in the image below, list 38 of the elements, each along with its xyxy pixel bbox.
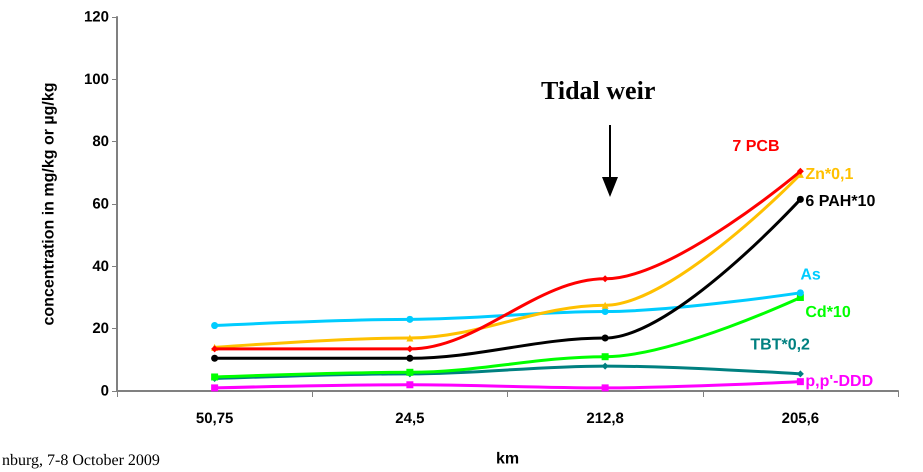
y-tick-label: 0 [100, 382, 109, 400]
point [211, 384, 218, 392]
y-tick-label: 80 [92, 133, 109, 150]
text: nburg, 7-8 October 2009 [2, 452, 160, 470]
point [796, 289, 804, 296]
series-label: Cd*10 [805, 304, 851, 321]
point [602, 384, 609, 392]
y-axis-title: concentration in mg/kg or µg/kg [40, 82, 58, 326]
y-tick-label: 120 [84, 8, 109, 26]
point [211, 354, 218, 362]
point [602, 334, 609, 342]
x-tick-label: 205,6 [782, 410, 820, 427]
series-label: p,p'-DDD [805, 373, 874, 390]
point [406, 381, 414, 388]
point [406, 334, 414, 342]
y-tick-label: 40 [92, 258, 109, 275]
point [796, 378, 804, 386]
series-label: 7 PCB [732, 138, 780, 155]
point [602, 353, 609, 360]
series-label: TBT*0,2 [750, 336, 810, 354]
x-tick-label: 212,8 [586, 410, 624, 427]
point [796, 168, 804, 175]
y-tick-label: 100 [84, 70, 109, 88]
point [602, 308, 609, 316]
point [602, 302, 609, 309]
point [211, 322, 218, 330]
x-axis-title: km [496, 450, 520, 468]
x-tick-label: 24,5 [395, 410, 424, 427]
series-label: As [800, 266, 821, 284]
y-tick-label: 20 [92, 320, 109, 338]
x-tick-label: 50,75 [196, 410, 234, 427]
series-label: Zn*0,1 [805, 166, 854, 183]
point [406, 354, 414, 362]
y-tick-label: 60 [92, 196, 109, 212]
annotation: Tidal weir [541, 76, 656, 106]
point [796, 196, 804, 203]
point [406, 316, 414, 323]
series-label: 6 PAH*10 [805, 192, 876, 210]
